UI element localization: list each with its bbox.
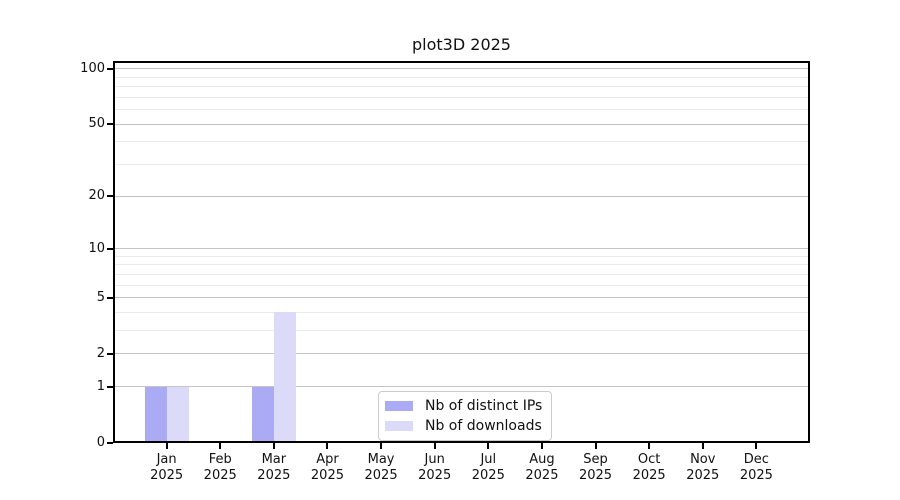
y-gridline-minor: [113, 255, 810, 257]
x-tick-year: 2025: [471, 468, 505, 483]
x-tick-month: Jan: [156, 452, 177, 467]
y-gridline-minor: [113, 163, 810, 165]
x-tickmark: [326, 443, 329, 449]
y-gridline-major: [113, 386, 810, 388]
x-tick-month: Dec: [743, 452, 769, 467]
x-tickmark: [380, 443, 383, 449]
x-tick-label: Aug 2025: [510, 452, 574, 484]
y-gridline-minor: [113, 86, 810, 88]
legend: Nb of distinct IPs Nb of downloads: [378, 391, 553, 441]
x-tickmark: [433, 443, 436, 449]
y-tickmark: [107, 247, 113, 250]
x-tick-label: Nov 2025: [671, 452, 735, 484]
y-gridline-minor: [113, 96, 810, 98]
legend-swatch-downloads-icon: [385, 421, 413, 431]
y-gridline-minor: [113, 311, 810, 313]
x-tick-year: 2025: [257, 468, 291, 483]
x-tick-year: 2025: [418, 468, 452, 483]
y-gridline-minor: [113, 284, 810, 286]
y-gridline-major: [113, 123, 810, 125]
y-gridline-minor: [113, 273, 810, 275]
bar-distinct-ips: [144, 386, 167, 443]
x-tickmark: [648, 443, 651, 449]
x-tickmark: [540, 443, 543, 449]
x-tick-label: May 2025: [349, 452, 413, 484]
y-tick-label: 2: [96, 345, 105, 361]
y-gridline-minor: [113, 76, 810, 78]
x-tick-year: 2025: [739, 468, 773, 483]
y-tick-label: 1: [96, 378, 105, 394]
y-gridline-minor: [113, 264, 810, 266]
legend-label-downloads: Nb of downloads: [425, 418, 542, 434]
y-tickmark: [107, 296, 113, 299]
x-tick-year: 2025: [525, 468, 559, 483]
x-tick-month: May: [367, 452, 395, 467]
x-tick-month: Jun: [424, 452, 445, 467]
y-gridline-minor: [113, 141, 810, 143]
x-tick-year: 2025: [686, 468, 720, 483]
x-tickmark: [219, 443, 222, 449]
bar-downloads: [273, 312, 296, 443]
x-tick-month: Mar: [261, 452, 287, 467]
x-tick-label: Feb 2025: [188, 452, 252, 484]
x-tick-month: Jul: [480, 452, 497, 467]
x-tick-month: Feb: [208, 452, 232, 467]
legend-label-distinct-ips: Nb of distinct IPs: [425, 398, 543, 414]
x-tick-month: Nov: [690, 452, 716, 467]
x-tick-month: Sep: [583, 452, 608, 467]
bar-downloads: [166, 386, 189, 443]
x-tick-year: 2025: [310, 468, 344, 483]
x-tickmark: [272, 443, 275, 449]
legend-item-downloads: Nb of downloads: [385, 418, 542, 434]
bar-distinct-ips: [251, 386, 274, 443]
y-tick-label: 20: [88, 188, 105, 204]
x-tick-year: 2025: [632, 468, 666, 483]
x-tickmark: [487, 443, 490, 449]
chart-title: plot3D 2025: [412, 35, 511, 54]
y-tickmark: [107, 442, 113, 444]
x-tick-label: Sep 2025: [564, 452, 628, 484]
legend-item-distinct-ips: Nb of distinct IPs: [385, 398, 542, 414]
x-tick-label: Jun 2025: [403, 452, 467, 484]
x-tick-label: Jan 2025: [135, 452, 199, 484]
y-tick-label: 50: [88, 116, 105, 132]
y-tick-label: 5: [96, 289, 105, 305]
y-gridline-minor: [113, 109, 810, 111]
x-tick-year: 2025: [578, 468, 613, 483]
y-tickmark: [107, 195, 113, 198]
x-tickmark: [755, 443, 758, 449]
y-tickmark: [107, 385, 113, 388]
x-tick-year: 2025: [364, 468, 398, 483]
legend-swatch-distinct-ips-icon: [385, 401, 413, 411]
x-tick-year: 2025: [150, 468, 184, 483]
x-tick-month: Apr: [316, 452, 339, 467]
y-tick-label: 100: [80, 60, 105, 76]
y-gridline-major: [113, 195, 810, 197]
x-tickmark: [165, 443, 168, 449]
y-tick-label: 10: [88, 240, 105, 256]
y-gridline-major: [113, 248, 810, 249]
y-gridline-major: [113, 353, 810, 355]
y-tickmark: [107, 123, 113, 126]
y-gridline-major: [113, 297, 810, 299]
x-tickmark: [701, 443, 704, 449]
x-tickmark: [594, 443, 597, 449]
y-gridline-minor: [113, 330, 810, 332]
x-tick-label: Mar 2025: [242, 452, 306, 484]
y-tickmark: [107, 67, 113, 70]
x-tick-month: Oct: [637, 452, 661, 467]
x-tick-label: Oct 2025: [617, 452, 681, 484]
x-tick-year: 2025: [203, 468, 237, 483]
y-gridline-major: [113, 68, 810, 70]
x-tick-label: Jul 2025: [456, 452, 520, 484]
x-tick-label: Apr 2025: [295, 452, 359, 484]
y-tick-label: 0: [96, 435, 105, 450]
x-tick-month: Aug: [529, 452, 555, 467]
x-tick-label: Dec 2025: [724, 452, 788, 484]
y-tickmark: [107, 352, 113, 355]
